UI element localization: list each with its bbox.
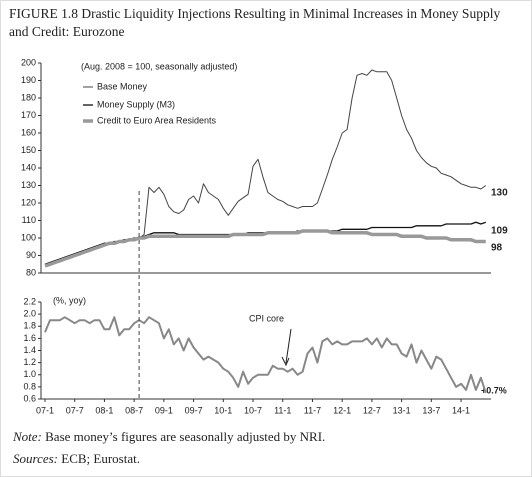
x-tick-label: 09-1 (155, 405, 173, 415)
legend-label: Credit to Euro Area Residents (97, 115, 217, 125)
annotation: +0.7% (481, 385, 507, 395)
x-tick-label: 10-1 (214, 405, 232, 415)
y-tick-label: 90 (26, 250, 36, 260)
x-tick-label: 08-1 (95, 405, 113, 415)
y-tick-label: 120 (21, 197, 36, 207)
sources: Sources: ECB; Eurostat. (13, 451, 140, 467)
legend-label: Money Supply (M3) (97, 99, 175, 109)
sources-text: ECB; Eurostat. (61, 451, 140, 466)
subtitle: (Aug. 2008 = 100, seasonally adjusted) (81, 61, 237, 71)
y-tick-label: 0.6 (23, 393, 36, 403)
x-tick-label: 08-7 (125, 405, 143, 415)
y-tick-label: 130 (21, 180, 36, 190)
y-tick-label: 200 (21, 57, 36, 67)
sources-label: Sources: (13, 451, 59, 466)
y-tick-label: 100 (21, 232, 36, 242)
y-tick-label: 180 (21, 92, 36, 102)
y-tick-label: 0.8 (23, 381, 36, 391)
y-tick-label: 1.8 (23, 321, 36, 331)
y-tick-label: 150 (21, 145, 36, 155)
series-line (44, 316, 487, 394)
x-tick-label: 10-7 (244, 405, 262, 415)
x-tick-label: 14-1 (452, 405, 470, 415)
legend-label: Base Money (97, 81, 148, 91)
x-tick-label: 07-1 (36, 405, 54, 415)
y-tick-label: 1.6 (23, 333, 36, 343)
y-tick-label: 2.0 (23, 309, 36, 319)
x-tick-label: 13-7 (422, 405, 440, 415)
series-line (44, 229, 486, 268)
note-label: Note: (13, 429, 42, 444)
y-tick-label: 170 (21, 110, 36, 120)
annotation: CPI core (249, 313, 284, 323)
y-tick-label: 160 (21, 127, 36, 137)
y-tick-label: 80 (26, 267, 36, 277)
y-tick-label: 1.2 (23, 357, 36, 367)
x-tick-label: 07-7 (66, 405, 84, 415)
subtitle: (%, yoy) (53, 295, 86, 305)
x-tick-label: 11-1 (274, 405, 291, 415)
end-label: 130 (491, 188, 508, 199)
x-tick-label: 11-7 (304, 405, 321, 415)
x-tick-label: 12-1 (333, 405, 351, 415)
y-tick-label: 190 (21, 75, 36, 85)
y-tick-label: 2.2 (23, 296, 36, 306)
y-tick-label: 1.4 (23, 345, 36, 355)
figure-title: FIGURE 1.8 Drastic Liquidity Injections … (9, 6, 501, 39)
note: Note: Base money’s figures are seasonall… (13, 429, 325, 445)
x-tick-label: 13-1 (393, 405, 411, 415)
y-tick-label: 140 (21, 162, 36, 172)
y-tick-label: 110 (22, 215, 36, 225)
x-tick-label: 09-7 (185, 405, 203, 415)
x-tick-label: 12-7 (363, 405, 381, 415)
annotation-arrow (285, 328, 292, 364)
annotation-arrow (281, 356, 290, 367)
y-tick-label: 1.0 (23, 369, 36, 379)
note-text: Base money’s figures are seasonally adju… (45, 429, 326, 444)
end-label: 98 (491, 243, 503, 254)
end-label: 109 (491, 226, 508, 237)
